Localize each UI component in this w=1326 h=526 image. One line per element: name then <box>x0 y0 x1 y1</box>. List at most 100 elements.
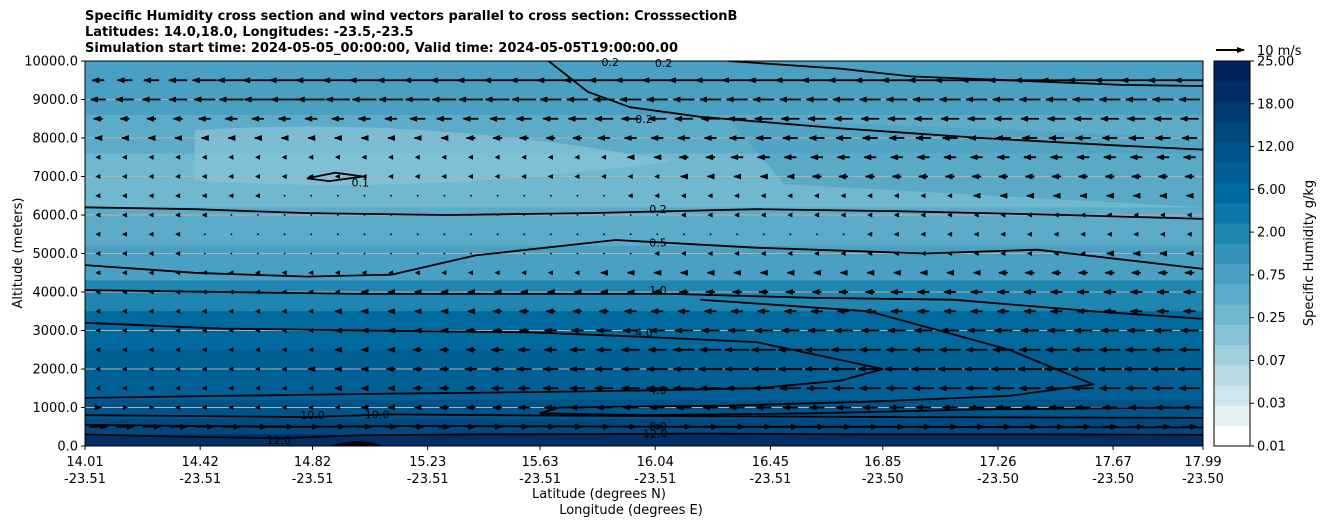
colorbar-swatch <box>1214 162 1250 183</box>
wind-vector <box>308 174 314 179</box>
wind-vector <box>201 212 207 218</box>
x-axis-label-lat: Latitude (degrees N) <box>532 487 666 502</box>
wind-vector <box>521 154 527 160</box>
wind-vector <box>920 212 926 218</box>
colorbar-swatch <box>1214 182 1250 204</box>
wind-vector <box>973 212 979 218</box>
wind-vector <box>760 212 766 218</box>
wind-vector <box>973 251 979 256</box>
x-tick-label-lat: 16.45 <box>752 455 789 470</box>
wind-vector <box>281 366 287 372</box>
humidity-band <box>85 61 1203 116</box>
colorbar-swatch <box>1214 142 1250 163</box>
wind-vector <box>416 233 419 236</box>
wind-vector <box>255 385 261 391</box>
x-tick-label-lat: 14.01 <box>66 455 103 470</box>
x-tick-label-lat: 15.23 <box>409 455 446 470</box>
wind-vector <box>603 233 605 236</box>
wind-vector <box>175 174 181 179</box>
wind-vector <box>576 194 579 197</box>
wind-vector <box>867 212 873 218</box>
wind-vector <box>255 405 261 410</box>
contour-line <box>85 206 1203 220</box>
wind-vector <box>496 252 499 255</box>
colorbar-swatch <box>1214 385 1250 406</box>
wind-vector <box>255 308 261 314</box>
wind-vector <box>1106 231 1112 237</box>
wind-vector <box>494 174 500 179</box>
wind-vector <box>255 289 261 295</box>
x-tick-label-lon: -23.51 <box>634 472 676 487</box>
wind-vector <box>549 194 552 197</box>
wind-vector <box>148 289 154 295</box>
colorbar-swatch <box>1214 425 1250 447</box>
wind-vector <box>121 212 127 218</box>
wind-vector <box>230 214 233 216</box>
y-tick-label: 5000.0 <box>33 247 79 262</box>
wind-vector <box>201 289 207 295</box>
wind-vector <box>361 154 367 160</box>
wind-vector <box>521 270 527 276</box>
wind-vector <box>470 233 472 236</box>
wind-vector <box>814 212 820 218</box>
wind-vector <box>148 347 154 353</box>
wind-vector <box>973 231 979 237</box>
wind-vector <box>441 154 447 160</box>
wind-vector <box>814 251 820 256</box>
wind-vector <box>308 405 314 410</box>
wind-vector <box>363 233 366 236</box>
wind-vector <box>416 194 419 197</box>
y-tick-label: 0.0 <box>57 440 78 455</box>
wind-vector <box>148 251 154 256</box>
wind-vector <box>523 233 526 236</box>
wind-vector <box>121 251 127 256</box>
wind-vector <box>736 233 739 236</box>
x-tick-label-lon: -23.50 <box>977 472 1019 487</box>
wind-vector <box>416 252 419 255</box>
wind-vector <box>175 270 181 276</box>
wind-vector <box>228 405 234 410</box>
humidity-band <box>85 434 1203 446</box>
wind-vector <box>947 231 953 237</box>
chart-title-line-3: Simulation start time: 2024-05-05_00:00:… <box>85 41 678 56</box>
wind-vector <box>388 154 394 160</box>
wind-vector <box>390 214 393 216</box>
wind-vector <box>281 154 287 160</box>
x-axis: 14.01 -23.51 14.42 -23.51 14.82 -23.51 15.23 -2… <box>64 446 1224 487</box>
wind-vector <box>1160 231 1166 237</box>
wind-vector <box>255 366 261 372</box>
colorbar-swatch <box>1214 61 1250 82</box>
wind-vector <box>549 214 552 216</box>
wind-vector <box>148 270 154 276</box>
wind-vector <box>363 214 366 216</box>
wind-vector <box>470 252 472 255</box>
wind-vector <box>920 193 926 199</box>
wind-vector <box>467 270 473 276</box>
y-tick-label: 8000.0 <box>33 132 79 147</box>
wind-vector <box>201 366 207 372</box>
colorbar-tick-label: 0.75 <box>1257 268 1286 283</box>
wind-vector <box>390 252 393 255</box>
wind-vector <box>255 174 261 179</box>
wind-vector <box>121 289 127 295</box>
wind-vector <box>255 328 261 333</box>
wind-vector <box>121 174 127 179</box>
wind-vector <box>840 193 846 199</box>
wind-vector <box>283 214 286 216</box>
x-tick-label-lat: 16.04 <box>637 455 674 470</box>
wind-vector <box>95 308 101 314</box>
wind-vector <box>441 270 447 276</box>
wind-vector <box>336 214 339 216</box>
wind-vector <box>707 193 713 199</box>
wind-vector <box>470 194 472 197</box>
wind-vector <box>603 194 605 197</box>
colorbar-tick-label: 0.07 <box>1257 354 1286 369</box>
wind-vector <box>148 174 154 179</box>
wind-vector <box>281 347 287 353</box>
contour-label: 0.1 <box>352 176 370 189</box>
wind-vector <box>281 270 287 276</box>
wind-vector <box>576 233 579 236</box>
wind-vector <box>95 347 101 353</box>
wind-vector <box>121 347 127 353</box>
contour-label: 0.2 <box>602 56 620 69</box>
